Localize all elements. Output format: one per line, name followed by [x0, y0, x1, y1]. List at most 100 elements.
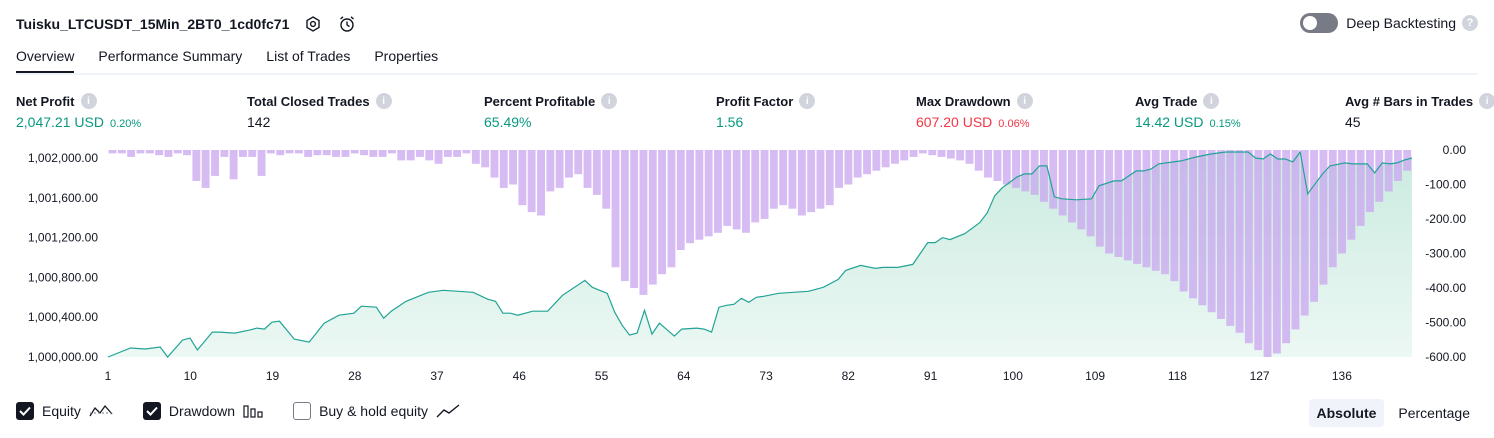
metric-label: Net Profit — [16, 94, 75, 109]
drawdown-bar — [1329, 150, 1337, 267]
metric-max-drawdown: Max Drawdown i 607.20 USD 0.06% — [916, 93, 1033, 130]
x-tick-label: 118 — [1168, 369, 1187, 383]
drawdown-bar — [844, 150, 852, 185]
drawdown-bar — [360, 150, 368, 155]
drawdown-bar — [1124, 150, 1132, 260]
tab-properties[interactable]: Properties — [374, 44, 438, 74]
metric-value: 2,047.21 USD — [16, 114, 104, 130]
info-icon[interactable]: i — [601, 93, 617, 109]
legend-label: Drawdown — [169, 403, 235, 419]
settings-icon[interactable] — [303, 14, 323, 34]
drawdown-bar — [491, 150, 499, 178]
metric-percent: 0.06% — [998, 118, 1029, 130]
drawdown-bar — [994, 150, 1002, 181]
drawdown-bar — [1059, 150, 1067, 216]
x-tick-label: 64 — [677, 369, 691, 383]
x-tick-label: 1 — [105, 369, 112, 383]
drawdown-bar — [369, 150, 377, 157]
y-left-tick-label: 1,000,800.00 — [28, 270, 98, 284]
drawdown-bar — [1180, 150, 1188, 292]
drawdown-bar — [807, 150, 815, 212]
deep-backtesting-label: Deep Backtesting — [1346, 15, 1456, 31]
info-icon[interactable]: i — [1203, 93, 1219, 109]
legend-equity[interactable]: Equity — [16, 402, 113, 420]
drawdown-bar — [397, 150, 405, 160]
drawdown-bar — [984, 150, 992, 178]
x-tick-label: 19 — [266, 369, 280, 383]
info-icon[interactable]: i — [1479, 93, 1494, 109]
absolute-button[interactable]: Absolute — [1309, 399, 1385, 427]
drawdown-bar — [891, 150, 899, 164]
legend-buy-hold[interactable]: Buy & hold equity — [293, 402, 460, 420]
drawdown-bar — [956, 150, 964, 160]
drawdown-bar — [127, 150, 135, 157]
x-tick-label: 46 — [513, 369, 527, 383]
drawdown-bar — [705, 150, 713, 236]
y-right-tick-label: -600.00 — [1425, 350, 1466, 364]
tab-divider — [16, 73, 1478, 75]
drawdown-bar — [286, 150, 294, 153]
drawdown-bar — [817, 150, 825, 209]
deep-backtesting-toggle[interactable] — [1300, 13, 1338, 33]
y-left-tick-label: 1,001,600.00 — [28, 191, 98, 205]
drawdown-bar — [220, 150, 228, 157]
drawdown-bar — [1115, 150, 1123, 257]
percentage-button[interactable]: Percentage — [1390, 399, 1478, 427]
drawdown-bar — [332, 150, 340, 157]
x-tick-label: 10 — [184, 369, 198, 383]
strategy-header: Tuisku_LTCUSDT_15Min_2BT0_1cd0fc71 — [16, 12, 357, 36]
tab-performance-summary[interactable]: Performance Summary — [98, 44, 242, 74]
metric-label: Percent Profitable — [484, 94, 595, 109]
drawdown-bar — [155, 150, 163, 155]
drawdown-bar — [947, 150, 955, 159]
x-tick-label: 73 — [759, 369, 773, 383]
metric-total-closed-trades: Total Closed Trades i 142 — [247, 93, 392, 130]
drawdown-bar — [202, 150, 210, 188]
info-icon[interactable]: i — [376, 93, 392, 109]
drawdown-bar — [248, 150, 256, 157]
tab-list-of-trades[interactable]: List of Trades — [266, 44, 350, 74]
add-alert-icon[interactable] — [337, 14, 357, 34]
drawdown-bar — [1385, 150, 1393, 191]
drawdown-bar — [723, 150, 731, 226]
drawdown-bar — [658, 150, 666, 274]
drawdown-bar — [882, 150, 890, 167]
drawdown-bar — [1096, 150, 1104, 247]
buy-hold-checkbox[interactable] — [293, 402, 311, 420]
drawdown-bar — [854, 150, 862, 178]
drawdown-bar — [518, 150, 526, 205]
drawdown-checkbox[interactable] — [143, 402, 161, 420]
drawdown-bar — [798, 150, 806, 216]
drawdown-bar — [761, 150, 769, 219]
x-tick-label: 109 — [1085, 369, 1105, 383]
drawdown-bar — [165, 150, 173, 157]
drawdown-bar — [863, 150, 871, 174]
y-right-tick-label: -200.00 — [1425, 212, 1466, 226]
info-icon[interactable]: i — [799, 93, 815, 109]
info-icon[interactable]: i — [1017, 93, 1033, 109]
drawdown-bar — [966, 150, 974, 164]
equity-drawdown-chart[interactable]: 1,002,000.00 1,001,600.00 1,001,200.00 1,00… — [0, 140, 1494, 395]
drawdown-bar — [677, 150, 685, 250]
drawdown-bar — [211, 150, 219, 176]
y-left-tick-label: 1,001,200.00 — [28, 231, 98, 245]
drawdown-bar — [267, 150, 275, 153]
help-icon[interactable]: ? — [1462, 15, 1478, 31]
equity-area — [108, 152, 1412, 357]
metric-value: 14.42 USD — [1135, 114, 1203, 130]
drawdown-bar — [192, 150, 200, 181]
drawdown-bar — [565, 150, 573, 178]
drawdown-bar — [416, 150, 424, 157]
metric-label: Max Drawdown — [916, 94, 1011, 109]
info-icon[interactable]: i — [81, 93, 97, 109]
tab-overview[interactable]: Overview — [16, 44, 74, 74]
drawdown-bar — [612, 150, 620, 267]
legend-drawdown[interactable]: Drawdown — [143, 402, 263, 420]
equity-checkbox[interactable] — [16, 402, 34, 420]
drawdown-bar — [975, 150, 983, 171]
drawdown-bar — [276, 150, 284, 155]
drawdown-bar — [463, 150, 471, 153]
drawdown-bar — [1040, 150, 1048, 202]
drawdown-bar — [1021, 150, 1029, 191]
metric-percent-profitable: Percent Profitable i 65.49% — [484, 93, 617, 130]
